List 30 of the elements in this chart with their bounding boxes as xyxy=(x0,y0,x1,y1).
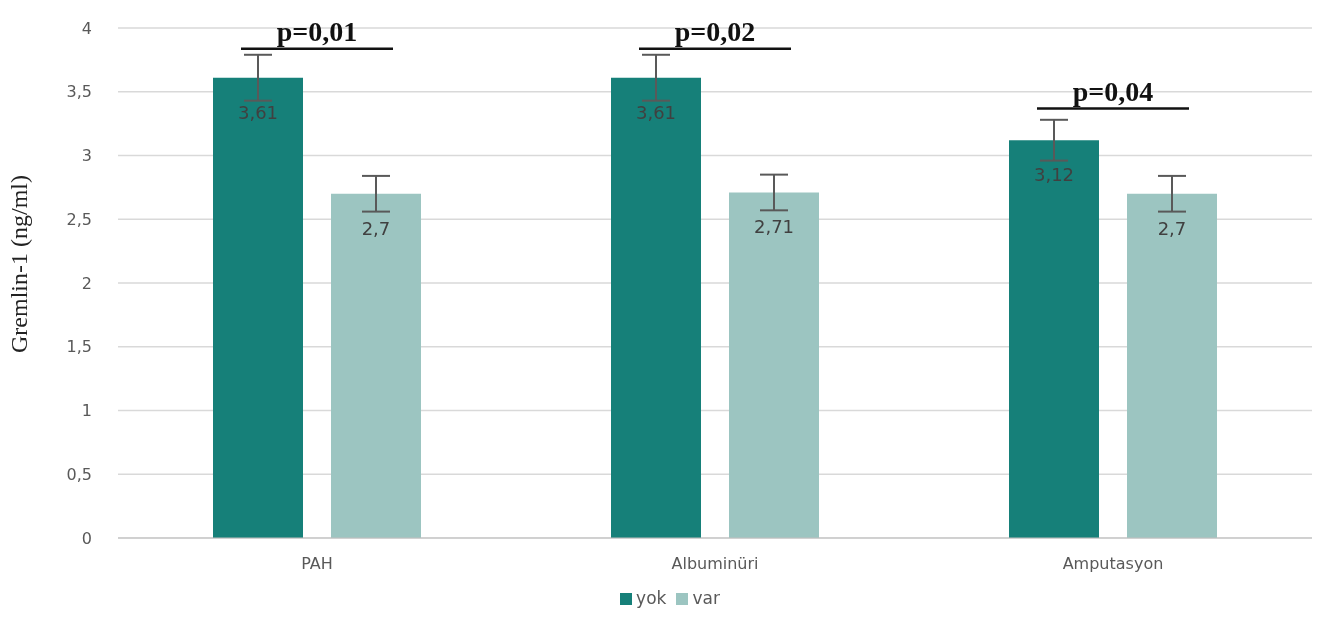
annotation: p=0,01 xyxy=(276,15,358,47)
annotation: p=0,02 xyxy=(674,15,756,47)
bar xyxy=(611,77,701,538)
bar xyxy=(1009,140,1099,538)
legend-label: var xyxy=(692,588,720,608)
annotation: p=0,04 xyxy=(1072,75,1154,107)
bar xyxy=(213,77,303,538)
x-tick-label: PAH xyxy=(301,554,333,574)
data-label: 3,61 xyxy=(237,101,279,123)
y-tick-label: 2 xyxy=(81,273,92,293)
y-tick-label: 1 xyxy=(81,401,92,421)
y-tick-label: 3,5 xyxy=(66,82,92,102)
bar xyxy=(331,193,421,538)
data-label: 3,12 xyxy=(1033,163,1075,185)
x-tick-label: Amputasyon xyxy=(1062,554,1164,574)
y-tick-label: 1,5 xyxy=(66,337,92,357)
y-tick-label: 0 xyxy=(81,528,92,548)
y-tick-label: 0,5 xyxy=(66,464,92,484)
data-label: 3,61 xyxy=(635,101,677,123)
y-tick-label: 2,5 xyxy=(66,209,92,229)
legend-label: yok xyxy=(636,588,667,608)
x-tick-label: Albuminüri xyxy=(671,554,759,574)
data-label: 2,71 xyxy=(753,216,795,238)
data-label: 2,7 xyxy=(361,217,391,239)
y-axis-title: Gremlin-1 (ng/ml) xyxy=(5,175,32,353)
bar xyxy=(1127,193,1217,538)
bar xyxy=(729,192,819,538)
y-tick-label: 4 xyxy=(81,18,92,38)
y-tick-label: 3 xyxy=(81,146,92,166)
data-label: 2,7 xyxy=(1157,217,1187,239)
